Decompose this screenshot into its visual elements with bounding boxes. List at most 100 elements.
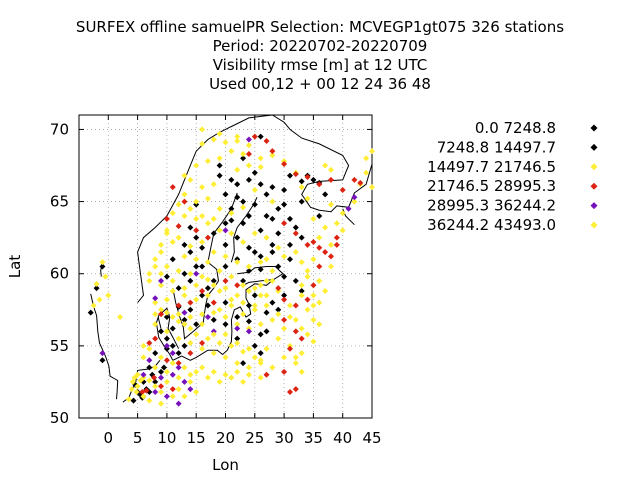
data-point	[251, 187, 258, 194]
data-point	[210, 277, 217, 284]
data-point	[251, 249, 258, 256]
data-point	[140, 342, 147, 349]
data-point	[351, 176, 358, 183]
data-point	[193, 389, 200, 396]
data-point	[175, 267, 182, 274]
data-point	[222, 241, 229, 248]
legend-label: 0.0 7248.8	[475, 119, 556, 137]
data-point	[187, 270, 194, 277]
data-point	[292, 249, 299, 256]
data-point	[199, 292, 206, 299]
data-point	[322, 162, 329, 169]
data-point	[158, 383, 165, 390]
data-point	[281, 292, 288, 299]
data-point	[193, 321, 200, 328]
legend-marker	[590, 202, 598, 210]
data-point	[257, 282, 264, 289]
data-point	[357, 179, 364, 186]
data-point	[99, 357, 106, 364]
data-point	[163, 357, 170, 364]
data-point	[228, 205, 235, 212]
data-point	[222, 139, 229, 146]
data-point	[292, 360, 299, 367]
data-point	[245, 136, 252, 143]
data-point	[310, 302, 317, 309]
data-point	[333, 220, 340, 227]
data-point	[351, 194, 358, 201]
data-point	[96, 296, 103, 303]
data-point	[210, 136, 217, 143]
data-point	[281, 201, 288, 208]
data-point	[125, 396, 132, 403]
data-point	[234, 368, 241, 375]
data-point	[210, 282, 217, 289]
data-point	[222, 354, 229, 361]
x-tick-label: 30	[275, 429, 294, 447]
data-point	[310, 292, 317, 299]
data-point	[175, 318, 182, 325]
data-point	[263, 234, 270, 241]
data-point	[228, 342, 235, 349]
data-point	[222, 371, 229, 378]
data-point	[152, 350, 159, 357]
y-axis-ticks: 50 55 60 65 70	[50, 120, 372, 427]
data-point	[269, 364, 276, 371]
data-point	[228, 176, 235, 183]
data-point	[257, 133, 264, 140]
data-point	[146, 277, 153, 284]
data-point	[193, 331, 200, 338]
data-point	[152, 295, 159, 302]
data-point	[298, 292, 305, 299]
data-point	[152, 335, 159, 342]
data-point	[222, 191, 229, 198]
data-point	[175, 335, 182, 342]
data-point	[175, 360, 182, 367]
data-point	[158, 249, 165, 256]
x-tick-label: 15	[187, 429, 206, 447]
data-point	[222, 299, 229, 306]
data-point	[275, 311, 282, 318]
data-point	[216, 306, 223, 313]
data-point	[245, 318, 252, 325]
data-point	[257, 357, 264, 364]
data-point	[181, 241, 188, 248]
data-point	[152, 364, 159, 371]
data-point	[152, 256, 159, 263]
data-point	[105, 292, 112, 299]
data-point	[281, 354, 288, 361]
data-point	[163, 273, 170, 280]
data-point	[158, 306, 165, 313]
data-point	[257, 321, 264, 328]
data-point	[199, 126, 206, 133]
data-point	[204, 302, 211, 309]
data-point	[146, 345, 153, 352]
data-point	[234, 292, 241, 299]
data-point	[263, 191, 270, 198]
data-point	[251, 342, 258, 349]
data-point	[316, 181, 323, 188]
data-point	[240, 348, 247, 355]
data-point	[152, 383, 159, 390]
data-point	[292, 354, 299, 361]
data-point	[152, 263, 159, 270]
data-point	[193, 282, 200, 289]
data-point	[204, 276, 211, 283]
data-point	[216, 267, 223, 274]
data-point	[146, 339, 153, 346]
data-point	[322, 224, 329, 231]
data-point	[234, 133, 241, 140]
data-point	[158, 282, 165, 289]
data-point	[99, 259, 106, 266]
data-point	[286, 215, 293, 222]
data-point	[234, 282, 241, 289]
data-point	[263, 302, 270, 309]
data-point	[93, 280, 100, 287]
data-point	[181, 364, 188, 371]
data-point	[152, 311, 159, 318]
data-point	[163, 328, 170, 335]
data-point	[163, 393, 170, 400]
data-point	[281, 273, 288, 280]
x-tick-label: 10	[157, 429, 176, 447]
data-point	[222, 263, 229, 270]
chart-title-line-3: Visibility rmse [m] at 12 UTC	[213, 56, 427, 74]
